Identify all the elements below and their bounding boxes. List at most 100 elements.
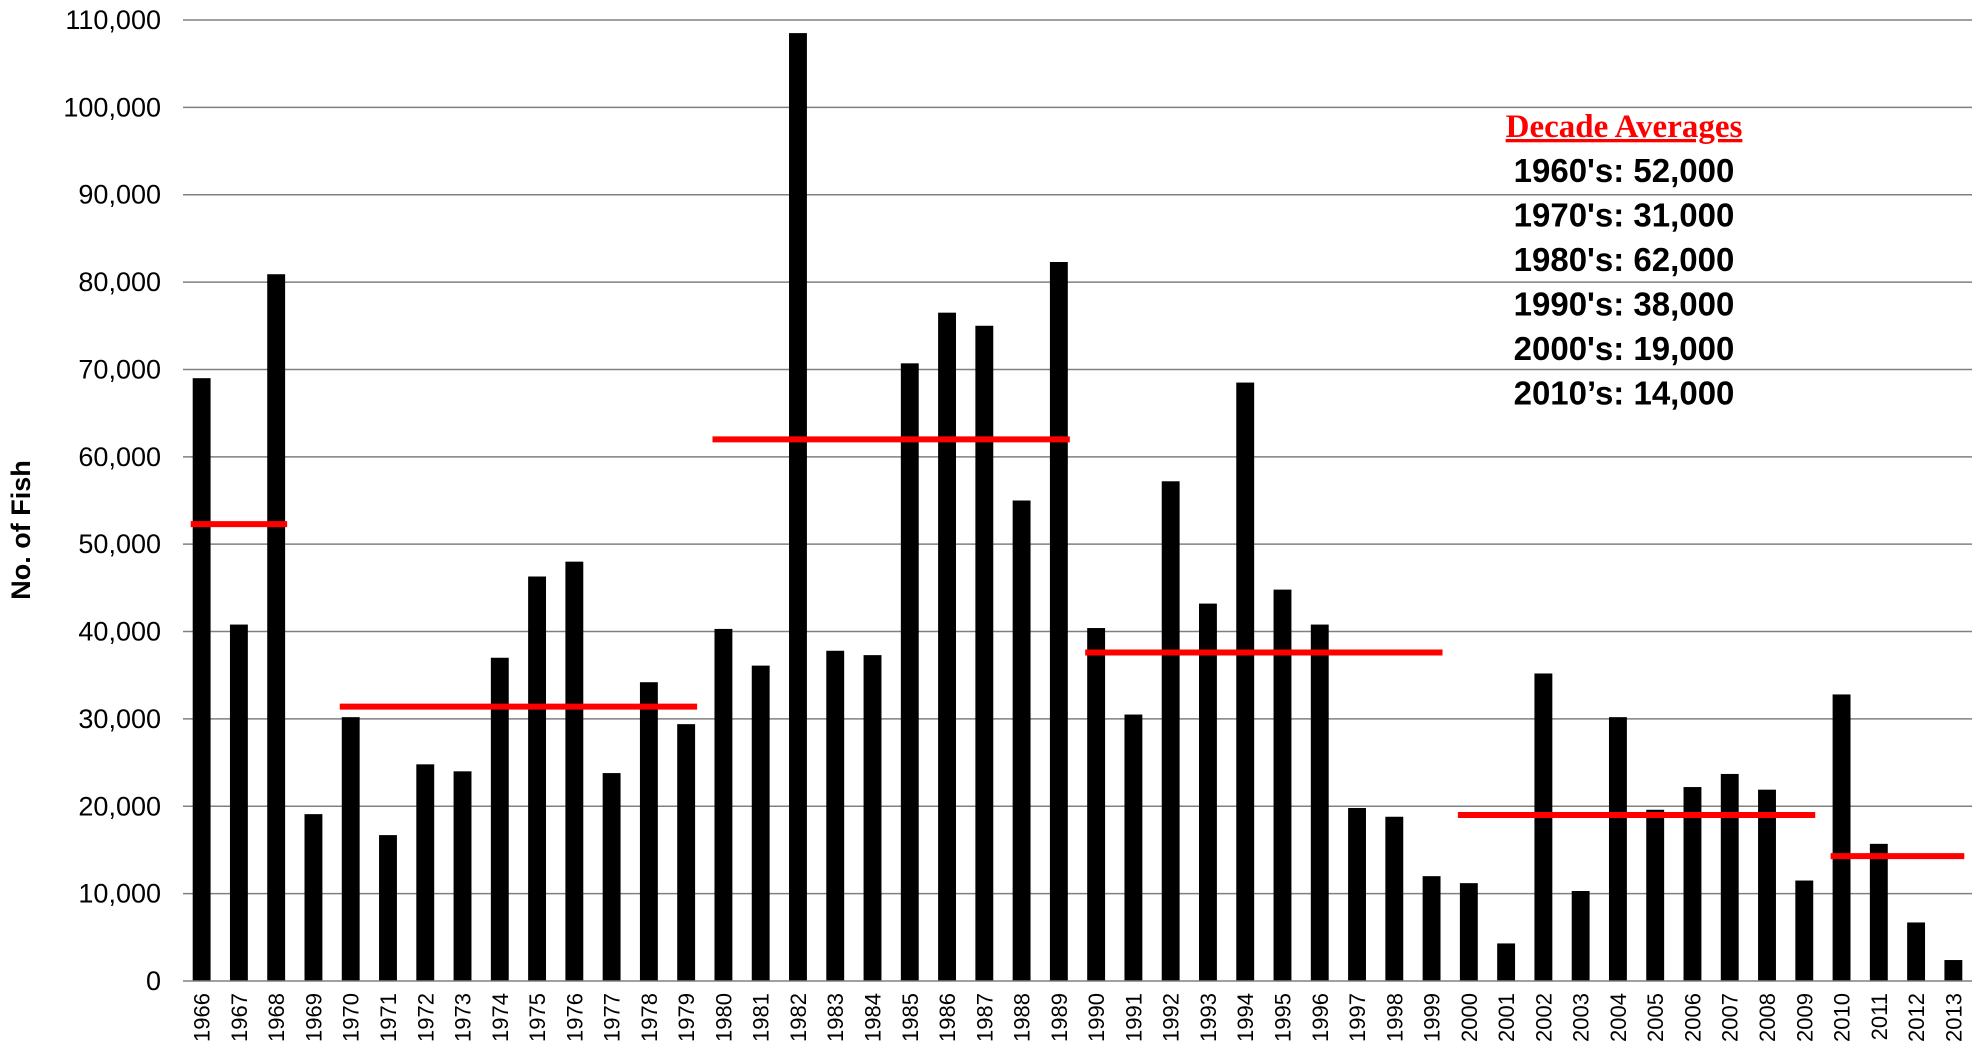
x-tick-label: 2002 bbox=[1531, 993, 1556, 1042]
legend-entry: 1990's: 38,000 bbox=[1514, 286, 1735, 323]
x-tick-label: 1987 bbox=[972, 993, 997, 1042]
x-tick-label: 2005 bbox=[1643, 993, 1668, 1042]
bar bbox=[490, 657, 509, 981]
bar bbox=[528, 576, 547, 981]
x-tick-label: 2009 bbox=[1792, 993, 1817, 1042]
x-tick-label: 1973 bbox=[451, 993, 476, 1042]
bar bbox=[1534, 673, 1553, 981]
bar bbox=[1497, 943, 1516, 981]
x-tick-label: 1983 bbox=[823, 993, 848, 1042]
x-tick-label: 1978 bbox=[637, 993, 662, 1042]
bar bbox=[1795, 880, 1814, 981]
x-tick-label: 2003 bbox=[1569, 993, 1594, 1042]
legend-lines: 1960's: 52,000 1970's: 31,000 1980's: 62,0… bbox=[1514, 152, 1735, 412]
x-tick-label: 2012 bbox=[1904, 993, 1929, 1042]
x-tick-label: 1992 bbox=[1159, 993, 1184, 1042]
x-tick-label: 2001 bbox=[1494, 993, 1519, 1042]
bar bbox=[1348, 808, 1366, 981]
bar bbox=[379, 835, 397, 981]
x-tick-label: 1969 bbox=[301, 993, 326, 1042]
x-tick-label: 1995 bbox=[1270, 993, 1295, 1042]
y-tick-label: 80,000 bbox=[78, 267, 161, 297]
x-tick-label: 1998 bbox=[1382, 993, 1407, 1042]
x-tick-label: 1996 bbox=[1308, 993, 1333, 1042]
x-tick-label: 1994 bbox=[1233, 993, 1258, 1042]
y-tick-label: 70,000 bbox=[78, 354, 161, 384]
y-tick-label: 30,000 bbox=[78, 704, 161, 734]
bars bbox=[192, 33, 1963, 982]
bar bbox=[1608, 717, 1627, 981]
x-tick-label: 1966 bbox=[190, 993, 215, 1042]
x-tick-label: 1968 bbox=[264, 993, 289, 1042]
x-tick-label: 1991 bbox=[1121, 993, 1146, 1042]
bar bbox=[1124, 714, 1143, 981]
bar bbox=[1944, 960, 1963, 981]
bar bbox=[1720, 773, 1739, 981]
bar bbox=[789, 33, 807, 981]
bar bbox=[267, 274, 286, 982]
bar bbox=[1087, 628, 1106, 981]
x-tick-label: 2004 bbox=[1606, 993, 1631, 1042]
x-tick-label: 2010 bbox=[1830, 993, 1855, 1042]
y-axis-title: No. of Fish bbox=[6, 460, 36, 599]
x-tick-label: 1988 bbox=[1010, 993, 1035, 1042]
legend-entry: 2000's: 19,000 bbox=[1514, 330, 1735, 367]
bar bbox=[453, 771, 472, 981]
x-tick-label: 1975 bbox=[525, 993, 550, 1042]
bar bbox=[1422, 876, 1441, 981]
x-tick-label: 1985 bbox=[898, 993, 923, 1042]
bar bbox=[1049, 261, 1068, 981]
bar bbox=[1012, 500, 1031, 981]
x-tick-label: 1977 bbox=[600, 993, 625, 1042]
legend-entry: 1980's: 62,000 bbox=[1514, 241, 1735, 278]
x-tick-label: 1993 bbox=[1196, 993, 1221, 1042]
bar bbox=[341, 717, 360, 981]
bar bbox=[1869, 843, 1888, 981]
bar bbox=[1385, 816, 1404, 981]
x-tick-label: 1984 bbox=[861, 993, 886, 1042]
bar bbox=[1571, 891, 1590, 981]
x-tick-label: 1976 bbox=[562, 993, 587, 1042]
x-tick-label: 1974 bbox=[488, 993, 513, 1042]
x-tick-label: 1989 bbox=[1047, 993, 1072, 1042]
legend-entry: 1970's: 31,000 bbox=[1514, 197, 1735, 234]
bar bbox=[1199, 603, 1217, 981]
y-tick-labels: 0 10,000 20,000 30,000 40,000 50,000 60,000 70,… bbox=[63, 5, 161, 996]
x-tick-label: 2013 bbox=[1941, 993, 1966, 1042]
y-tick-label: 110,000 bbox=[65, 5, 161, 35]
bar bbox=[1646, 809, 1665, 981]
legend-entry: 2010’s: 14,000 bbox=[1514, 375, 1735, 412]
bar bbox=[229, 624, 248, 981]
x-tick-label: 1999 bbox=[1420, 993, 1445, 1042]
x-tick-label: 2006 bbox=[1680, 993, 1705, 1042]
x-tick-label: 1971 bbox=[376, 993, 401, 1042]
bar bbox=[863, 655, 882, 981]
bar bbox=[714, 628, 733, 981]
bar bbox=[1907, 922, 1926, 981]
y-tick-label: 100,000 bbox=[63, 92, 161, 122]
bar bbox=[1161, 481, 1180, 981]
x-tick-label: 1986 bbox=[935, 993, 960, 1042]
bar bbox=[1683, 787, 1702, 981]
bar bbox=[826, 650, 845, 981]
bar bbox=[1832, 694, 1851, 981]
y-tick-label: 90,000 bbox=[78, 180, 161, 210]
decade-average-lines bbox=[190, 436, 1965, 860]
bar bbox=[1310, 624, 1329, 981]
bar bbox=[1236, 382, 1255, 981]
y-tick-label: 40,000 bbox=[78, 617, 161, 647]
bar bbox=[192, 378, 211, 981]
x-tick-label: 1981 bbox=[749, 993, 774, 1042]
y-tick-label: 60,000 bbox=[78, 442, 161, 472]
legend-entry: 1960's: 52,000 bbox=[1514, 152, 1735, 189]
bar bbox=[565, 561, 584, 981]
bar bbox=[602, 773, 621, 981]
bar bbox=[751, 665, 770, 981]
y-tick-label: 0 bbox=[146, 966, 161, 996]
decade-averages-legend: Decade Averages 1960's: 52,000 1970's: 31… bbox=[1506, 109, 1743, 412]
bar bbox=[1459, 883, 1478, 981]
bar bbox=[304, 814, 323, 981]
x-tick-label: 1979 bbox=[674, 993, 699, 1042]
x-tick-labels: 1966 1967 1968 1969 1970 1971 1972 1973 1974 1975… bbox=[190, 993, 1967, 1042]
